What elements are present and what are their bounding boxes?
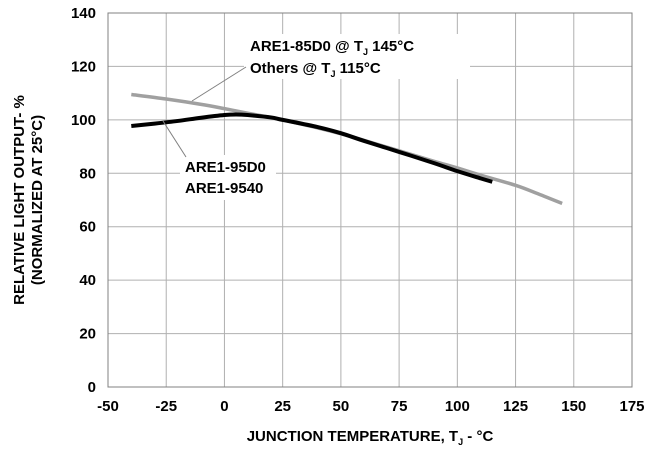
annotation-gray-line-2: Others @ TJ 115°C (250, 60, 381, 79)
plot-frame (107, 12, 633, 388)
x-tick-label: 100 (445, 398, 470, 415)
annotation-gray-line-1: ARE1-85D0 @ TJ 145°C (250, 38, 414, 57)
x-tick-label: 0 (220, 398, 228, 415)
y-tick-label: 0 (88, 379, 96, 396)
annotation-gray-leader (191, 66, 247, 102)
y-axis-title-line-1: RELATIVE LIGHT OUTPUT- % (11, 95, 28, 305)
x-tick-label: 125 (503, 398, 528, 415)
series-line-black (131, 112, 493, 184)
y-axis-title-line-2: (NORMALIZED AT 25°C) (29, 115, 46, 285)
x-tick-label: 75 (391, 398, 408, 415)
annotation-black-line-2: ARE1-9540 (185, 180, 263, 197)
annotation-black-bg (180, 155, 276, 200)
x-tick-label: 50 (333, 398, 350, 415)
x-tick-label: -25 (155, 398, 177, 415)
x-tick-label: -50 (97, 398, 119, 415)
y-tick-label: 100 (71, 112, 96, 129)
x-axis-title: JUNCTION TEMPERATURE, TJ - °C (247, 428, 494, 447)
y-tick-label: 40 (79, 272, 96, 289)
annotation-black-line-1: ARE1-95D0 (185, 159, 266, 176)
x-tick-label: 175 (619, 398, 644, 415)
annotation-backgrounds (180, 34, 470, 200)
y-tick-label: 60 (79, 219, 96, 236)
tick-labels: 0 20 40 60 80 100 120 140 -50 -25 0 25 50 75 100 125 150… (71, 5, 645, 415)
x-tick-label: 150 (561, 398, 586, 415)
series-layer (131, 92, 563, 206)
y-tick-label: 80 (79, 165, 96, 182)
y-tick-label: 20 (79, 326, 96, 343)
y-tick-label: 140 (71, 5, 96, 22)
y-tick-label: 120 (71, 58, 96, 75)
annotation-gray-bg (244, 34, 470, 79)
x-tick-label: 25 (274, 398, 291, 415)
annotation-black-leader (162, 120, 187, 158)
